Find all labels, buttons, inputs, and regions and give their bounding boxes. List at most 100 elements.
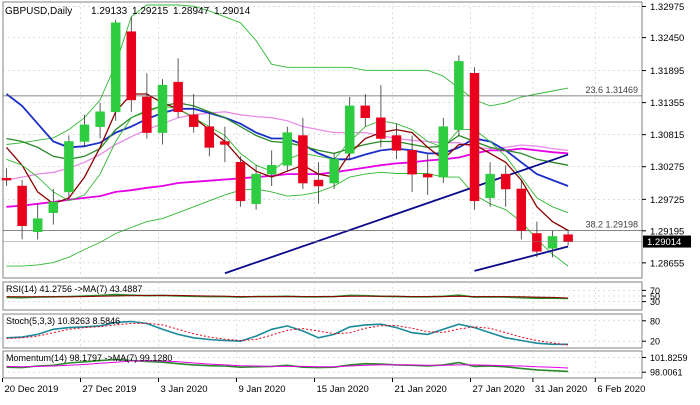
candle-body xyxy=(407,150,417,175)
fib-label: 23.6 1.31469 xyxy=(585,85,638,95)
candle-body xyxy=(516,188,527,231)
candle-body xyxy=(251,173,261,205)
panel-tick-label: 98.0061 xyxy=(650,368,683,378)
candle-body xyxy=(266,164,277,175)
candle xyxy=(469,67,480,210)
candle xyxy=(188,94,199,133)
candle xyxy=(235,156,246,207)
ohlc-high: 1.29215 xyxy=(132,6,169,17)
candle-body xyxy=(344,105,355,154)
time-tick-label: 9 Jan 2020 xyxy=(239,384,286,395)
indicator-series xyxy=(6,358,569,373)
candle xyxy=(516,180,527,240)
time-tick-label: 20 Dec 2019 xyxy=(5,384,59,395)
indicator-label: Momentum(14) 98.1797 ->MA(7) 99.1280 xyxy=(6,353,172,363)
candle xyxy=(360,94,371,127)
time-tick-label: 27 Dec 2019 xyxy=(83,384,137,395)
candle-body xyxy=(329,159,339,184)
candle xyxy=(220,126,230,163)
panel-momentum: 101.8259 98.0061 Momentum(14) 98.1797 ->MA… xyxy=(2,350,688,379)
indicator-series xyxy=(6,294,569,299)
candle xyxy=(126,16,137,112)
candle xyxy=(376,85,386,148)
candle xyxy=(547,230,558,258)
price-tick-label: 1.31355 xyxy=(650,98,684,109)
candle-body xyxy=(95,111,105,127)
ohlc-open: 1.29133 xyxy=(91,6,128,17)
candle-body xyxy=(376,117,386,139)
candle xyxy=(251,165,261,210)
candle xyxy=(438,117,449,184)
price-tick-label: 1.32450 xyxy=(650,33,684,44)
indicator-label: Stoch(5,3,3) 10.8263 8.5846 xyxy=(6,316,120,326)
price-tick-label: 1.31895 xyxy=(650,66,684,77)
candle xyxy=(329,153,339,189)
panel-tick-label: 50 xyxy=(650,292,660,302)
candle-body xyxy=(469,72,480,202)
candle xyxy=(110,19,121,121)
price-tick-label: 1.29195 xyxy=(650,226,684,237)
panel-stoch: 80 20 Stoch(5,3,3) 10.8263 8.5846 xyxy=(2,313,660,349)
candle-body xyxy=(157,84,168,133)
time-tick-label: 6 Feb 2020 xyxy=(597,384,645,395)
indicator-series xyxy=(6,360,569,369)
panel-tick-label: 20 xyxy=(650,337,660,347)
candle xyxy=(391,123,402,160)
grid-lines xyxy=(2,1,643,279)
candle xyxy=(1,168,12,186)
candle-body xyxy=(485,173,495,199)
candle xyxy=(95,102,105,139)
panel-tick-label: 70 xyxy=(650,286,660,296)
candle-body xyxy=(17,185,27,227)
panel-tick-label: 80 xyxy=(650,316,660,326)
current-price-tag xyxy=(643,235,691,248)
candle-body xyxy=(298,135,308,184)
candle xyxy=(266,150,277,186)
candle-body xyxy=(79,124,90,142)
candle-body xyxy=(235,162,246,202)
candle-body xyxy=(32,218,43,232)
ohlc-close: 1.29014 xyxy=(214,6,251,17)
main-frame xyxy=(2,1,643,279)
candle xyxy=(422,153,433,195)
candle-body xyxy=(313,179,324,187)
candle-body xyxy=(360,105,371,118)
candle-body xyxy=(204,126,215,148)
indicator-label: RSI(14) 41.2756 ->MA(7) 43.4887 xyxy=(6,284,142,294)
current-price-label: 1.29014 xyxy=(647,237,681,248)
candle-body xyxy=(500,173,511,190)
candle-body xyxy=(282,132,293,166)
candle xyxy=(344,96,355,160)
chart-title: GBPUSD,Daily xyxy=(5,6,72,17)
candle xyxy=(173,58,183,118)
candle-body xyxy=(532,233,542,252)
candle xyxy=(17,180,27,240)
time-axis: 20 Dec 2019 27 Dec 2019 3 Jan 2020 9 Jan 20… xyxy=(2,378,645,395)
candle-body xyxy=(454,61,464,130)
panel-frame xyxy=(2,350,643,379)
time-tick-label: 21 Jan 2020 xyxy=(395,384,447,395)
candle-body xyxy=(48,201,59,213)
indicator-series xyxy=(6,320,569,346)
candle xyxy=(298,117,308,189)
panel-tick-label: 30 xyxy=(650,297,660,307)
candle-body xyxy=(188,114,199,127)
price-tick-label: 1.32975 xyxy=(650,2,684,13)
candle-body xyxy=(438,126,449,178)
candle xyxy=(142,73,152,139)
candle xyxy=(282,126,293,172)
candle-body xyxy=(563,234,573,243)
candle-body xyxy=(64,141,74,193)
time-tick-label: 31 Jan 2020 xyxy=(535,384,587,395)
candle-body xyxy=(110,22,121,113)
candle xyxy=(532,221,542,258)
candle-body xyxy=(391,135,402,151)
trendline xyxy=(224,153,569,275)
candle-body xyxy=(220,141,230,145)
candle xyxy=(48,188,59,225)
candle xyxy=(204,111,215,157)
